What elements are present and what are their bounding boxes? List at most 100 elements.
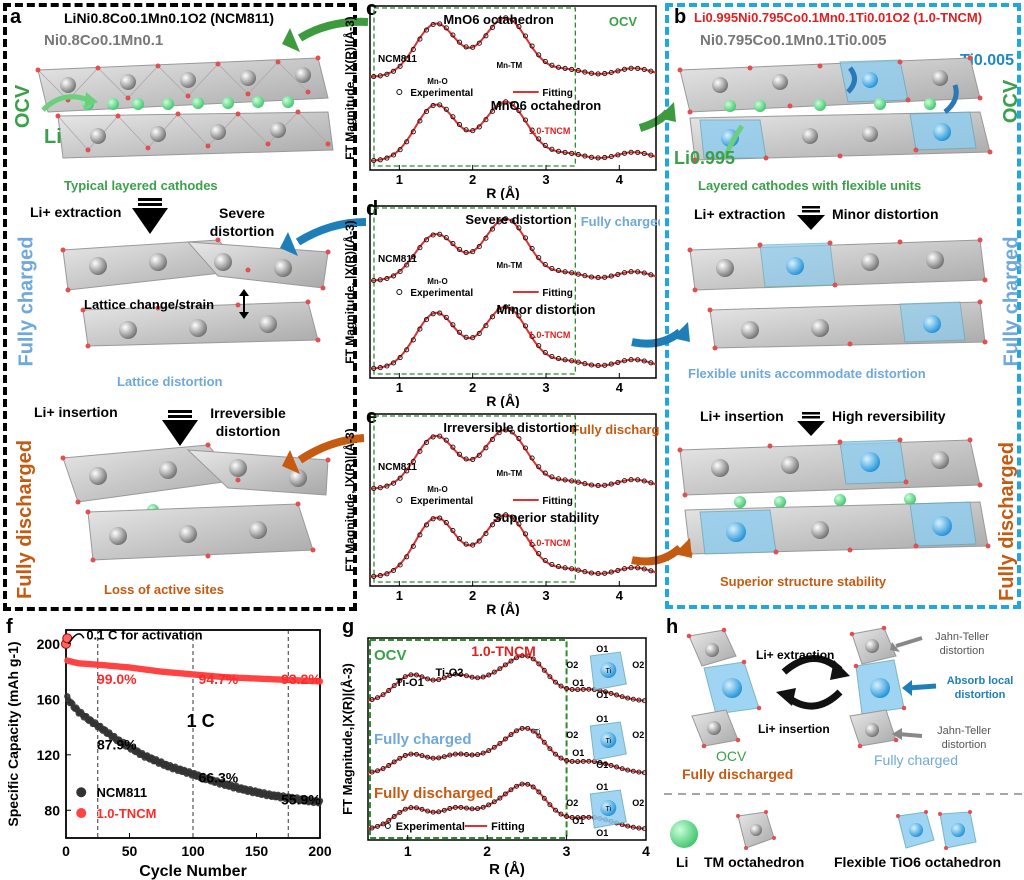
exp-point	[380, 821, 386, 827]
exp-point	[615, 152, 621, 158]
exp-point	[377, 157, 383, 163]
exp-point	[463, 250, 469, 256]
exp-point	[489, 108, 496, 114]
exp-point	[450, 444, 456, 450]
exp-point	[469, 806, 475, 812]
exp-point	[580, 686, 586, 692]
exp-point	[489, 522, 496, 528]
exp-point	[377, 573, 383, 579]
sample-label: 1.0-TNCM	[471, 643, 536, 659]
x-tick-label-4: 200	[308, 843, 332, 859]
exp-point	[586, 686, 592, 692]
o2-left-label: O2	[566, 798, 578, 808]
o1-bottom-label: O1	[596, 828, 608, 838]
exp-point	[562, 65, 568, 71]
exp-point	[636, 769, 642, 775]
exp-point	[555, 64, 562, 70]
exp-point	[635, 477, 641, 483]
exp-point	[575, 271, 581, 277]
exp-point	[519, 781, 525, 787]
exp-point	[491, 669, 497, 675]
fit-line-tncm	[369, 100, 657, 162]
exp-point	[569, 66, 575, 72]
exp-point	[410, 458, 416, 465]
exp-point	[575, 359, 581, 365]
exp-point	[569, 758, 575, 764]
x-axis-label: R (Å)	[486, 601, 519, 616]
legend-fit-text: Fitting	[491, 821, 525, 833]
exp-point	[542, 58, 548, 64]
ti-label: Ti	[605, 738, 611, 745]
exp-point	[641, 826, 647, 832]
y-tick-label-1: 120	[37, 747, 61, 763]
exp-point	[425, 754, 431, 760]
o2-left-label: O2	[566, 730, 578, 740]
legend-tm-octahedron	[736, 810, 776, 850]
exp-point	[558, 683, 564, 689]
exp-point	[414, 751, 419, 757]
exp-point	[614, 692, 620, 698]
exp-point	[430, 21, 436, 28]
exp-point	[496, 102, 502, 108]
panel-h-fully-charged: Fully charged	[874, 752, 959, 768]
exp-point	[417, 245, 423, 251]
exp-point	[463, 541, 469, 547]
exp-point	[602, 155, 608, 161]
legend-exp-text: Experimental	[396, 821, 465, 833]
exp-point	[580, 758, 586, 764]
exp-point	[456, 451, 463, 457]
legend-fit-text: Fitting	[542, 88, 573, 99]
plot-frame	[369, 5, 657, 171]
exp-point	[508, 732, 514, 738]
exp-point	[529, 43, 535, 49]
panel-b-li-label: Li0.995	[674, 148, 736, 168]
exp-point	[502, 791, 508, 797]
o1-bottom-label: O1	[596, 760, 608, 770]
panel-h-ocv: OCV	[716, 748, 747, 764]
exp-point	[377, 73, 383, 79]
exp-point	[397, 147, 403, 153]
exp-point	[564, 814, 570, 819]
peak2-label: Mn-TM	[496, 61, 522, 70]
exp-point	[519, 653, 525, 659]
exp-point	[509, 101, 515, 107]
exp-point	[608, 569, 614, 575]
exp-point	[602, 570, 608, 576]
exp-point	[450, 241, 456, 247]
exp-point	[529, 245, 535, 252]
legend-exp-marker	[396, 89, 403, 95]
exp-point	[588, 362, 595, 368]
exp-point	[489, 436, 496, 442]
exp-point	[536, 136, 542, 142]
panel-h-legend-li: Li	[676, 854, 689, 870]
exp-point	[423, 237, 430, 243]
exp-point	[588, 570, 595, 576]
exp-point	[536, 464, 542, 470]
o2-right-label: O2	[632, 798, 644, 808]
exp-point	[575, 759, 581, 765]
exp-point	[456, 329, 463, 335]
panel-h-legend-tm: TM octahedron	[704, 854, 805, 870]
exp-point	[575, 815, 581, 821]
activation-label: 0.1 C for activation	[86, 628, 202, 643]
retention-red-2: 93.2%	[281, 671, 321, 687]
exp-point	[441, 754, 447, 760]
exp-point	[648, 152, 654, 158]
exp-point	[555, 476, 562, 482]
exp-point	[615, 479, 621, 485]
panel-b-flexible-accommodate: Flexible units accommodate distortion	[688, 366, 926, 381]
panel-a-irreversible: Irreversible distortion	[210, 405, 286, 439]
y-axis-label: FT Magnitude, |X(R)|(Å-3)	[342, 16, 357, 159]
x-axis-label: R (Å)	[489, 861, 525, 878]
exp-point	[476, 538, 482, 544]
exp-point	[503, 15, 509, 21]
y-axis-label: FT Magnitude,|X(R)|(Å-3)	[340, 663, 355, 815]
exp-point	[636, 697, 642, 703]
o1-bottom-label: O1	[596, 690, 608, 700]
exp-point	[452, 751, 458, 757]
exp-point	[522, 33, 529, 39]
exp-point	[519, 725, 525, 731]
x-tick-label-2: 3	[563, 843, 571, 859]
exp-point	[536, 255, 542, 261]
panel-label-d: d	[366, 198, 379, 220]
